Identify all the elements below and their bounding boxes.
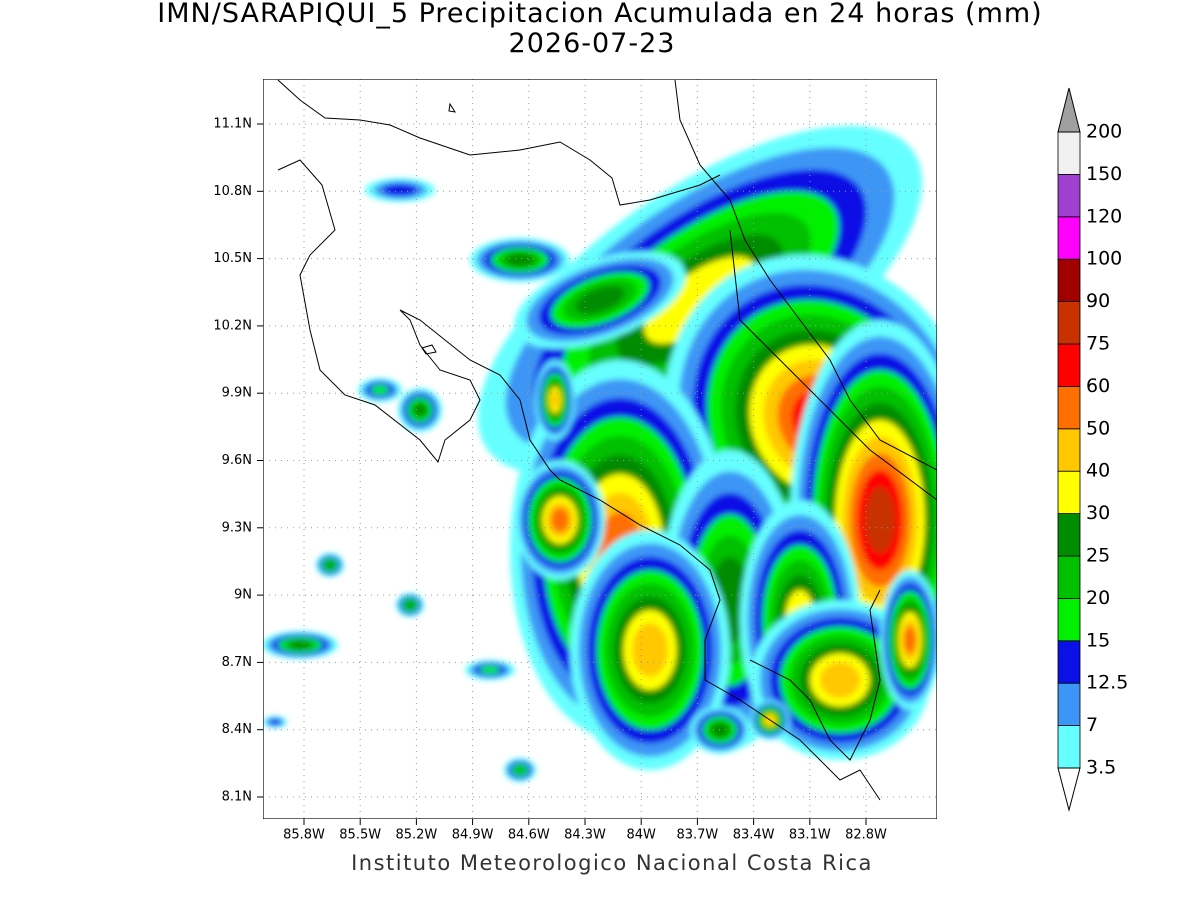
lon-tick-label: 84.9W bbox=[452, 828, 494, 843]
lat-tick-label: 10.5N bbox=[213, 251, 252, 266]
colorbar-swatch bbox=[1057, 173, 1081, 218]
lon-tick-label: 82.8W bbox=[845, 828, 887, 843]
footer: Instituto Meteorologico Nacional Costa R… bbox=[351, 851, 873, 875]
colorbar-label: 3.5 bbox=[1086, 757, 1116, 779]
precip-contour bbox=[820, 662, 860, 698]
lat-tick-label: 8.7N bbox=[222, 655, 252, 670]
precipitation-field bbox=[263, 125, 937, 782]
precip-contour bbox=[550, 391, 560, 409]
colorbar-label: 20 bbox=[1086, 587, 1110, 609]
precip-contour bbox=[326, 561, 334, 569]
lat-tick-label: 11.1N bbox=[213, 117, 252, 132]
lat-tick-label: 9.9N bbox=[222, 386, 252, 401]
colorbar-label: 60 bbox=[1086, 375, 1110, 397]
precip-contour bbox=[480, 666, 500, 674]
ticks: 11.1N 10.8N 10.5N 10.2N 9.9N 9.6N 9.3N 9N 8.7N 8.… bbox=[213, 117, 887, 843]
lat-tick-label: 9.3N bbox=[222, 520, 252, 535]
colorbar-label: 100 bbox=[1086, 248, 1122, 270]
precip-contour bbox=[269, 719, 281, 725]
coastline bbox=[277, 79, 937, 801]
lat-tick-label: 9.6N bbox=[222, 453, 252, 468]
lon-tick-label: 85.8W bbox=[283, 828, 325, 843]
colorbar-label: 15 bbox=[1086, 629, 1110, 651]
colorbar-label: 120 bbox=[1086, 205, 1122, 227]
colorbar-label: 7 bbox=[1086, 714, 1098, 736]
precip-contour bbox=[632, 623, 668, 677]
colorbar: 3.5 7 12.5 15 20 25 30 40 50 60 75 90 100 120 150 200 bbox=[1057, 87, 1128, 812]
colorbar-swatch bbox=[1057, 470, 1081, 515]
precip-contour bbox=[575, 286, 625, 314]
lon-tick-label: 84.6W bbox=[508, 828, 550, 843]
precip-contour bbox=[551, 508, 569, 532]
lat-tick-label: 9N bbox=[234, 588, 252, 603]
colorbar-swatch bbox=[1057, 513, 1081, 557]
colorbar-swatch bbox=[1057, 216, 1081, 260]
lat-tick-label: 10.2N bbox=[213, 318, 252, 333]
title: IMN/SARAPIQUI_5 Precipitacion Acumulada … bbox=[157, 0, 1042, 29]
precip-contour bbox=[865, 486, 895, 554]
precip-contour bbox=[514, 766, 526, 774]
colorbar-over bbox=[1057, 87, 1081, 133]
colorbar-swatch bbox=[1057, 598, 1081, 642]
lat-tick-label: 8.4N bbox=[222, 722, 252, 737]
colorbar-label: 50 bbox=[1086, 417, 1110, 439]
grid bbox=[263, 79, 937, 819]
colorbar-swatch bbox=[1057, 640, 1081, 684]
colorbar-label: 25 bbox=[1086, 545, 1110, 567]
colorbar-label: 90 bbox=[1086, 290, 1110, 312]
lon-tick-label: 83.7W bbox=[676, 828, 718, 843]
colorbar-swatch bbox=[1057, 725, 1081, 769]
colorbar-label: 200 bbox=[1086, 121, 1122, 143]
precip-contour bbox=[505, 253, 535, 267]
colorbar-label: 150 bbox=[1086, 163, 1122, 185]
colorbar-swatch bbox=[1057, 131, 1081, 175]
lon-tick-label: 83.1W bbox=[789, 828, 831, 843]
lon-tick-label: 84W bbox=[626, 828, 656, 843]
colorbar-swatch bbox=[1057, 428, 1081, 472]
lon-tick-label: 85.5W bbox=[339, 828, 381, 843]
map-area bbox=[263, 79, 937, 819]
colorbar-under bbox=[1057, 767, 1081, 812]
lat-tick-label: 8.1N bbox=[222, 790, 252, 805]
precip-contour bbox=[413, 403, 427, 417]
colorbar-swatch bbox=[1057, 258, 1081, 303]
colorbar-swatch bbox=[1057, 301, 1081, 345]
precip-contour bbox=[371, 385, 389, 395]
precip-contour bbox=[406, 601, 414, 609]
lon-tick-label: 84.3W bbox=[564, 828, 606, 843]
colorbar-label: 30 bbox=[1086, 502, 1110, 524]
lat-tick-label: 10.8N bbox=[213, 184, 252, 199]
colorbar-swatch bbox=[1057, 343, 1081, 387]
colorbar-swatch bbox=[1057, 385, 1081, 430]
precip-contour bbox=[382, 184, 418, 196]
colorbar-swatch bbox=[1057, 555, 1081, 599]
lon-tick-label: 83.4W bbox=[733, 828, 775, 843]
lon-tick-label: 85.2W bbox=[395, 828, 437, 843]
colorbar-label: 40 bbox=[1086, 460, 1110, 482]
date: 2026-07-23 bbox=[509, 28, 676, 59]
colorbar-label: 75 bbox=[1086, 333, 1110, 355]
colorbar-swatch bbox=[1057, 682, 1081, 727]
precip-contour bbox=[289, 641, 311, 649]
precip-contour bbox=[904, 626, 916, 654]
colorbar-label: 12.5 bbox=[1086, 672, 1128, 694]
